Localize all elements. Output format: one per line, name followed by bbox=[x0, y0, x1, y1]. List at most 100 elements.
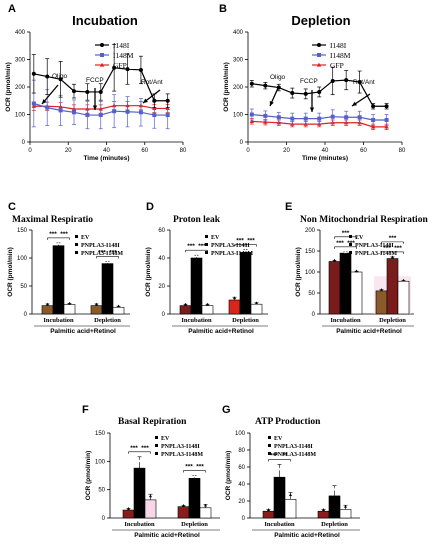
x-tick-label: 80 bbox=[180, 148, 187, 154]
data-point bbox=[330, 78, 335, 83]
chart-title: Incubation bbox=[72, 13, 138, 28]
legend-label: EV bbox=[355, 235, 364, 241]
y-tick-label: 40 bbox=[158, 256, 165, 262]
data-point bbox=[263, 119, 268, 124]
arrow-head bbox=[143, 98, 148, 103]
data-dot bbox=[138, 459, 141, 463]
legend-marker bbox=[75, 235, 78, 238]
legend-marker bbox=[75, 243, 78, 246]
y-tick-label: 40 bbox=[238, 482, 245, 488]
legend-marker bbox=[349, 235, 352, 238]
data-point bbox=[138, 67, 143, 72]
x-tick-label: 20 bbox=[283, 148, 290, 154]
category-label: Depletion bbox=[181, 521, 208, 528]
y-tick-label: 50 bbox=[98, 488, 105, 494]
data-dot bbox=[391, 255, 394, 259]
panel-label: A bbox=[8, 3, 16, 15]
panel-label: G bbox=[222, 404, 231, 416]
bar bbox=[199, 507, 212, 519]
data-point bbox=[31, 71, 36, 76]
bar bbox=[144, 499, 157, 519]
legend-label: I148M bbox=[330, 51, 351, 60]
bar bbox=[375, 290, 388, 315]
annotation-label: Oligo bbox=[52, 73, 68, 80]
y-axis-label: OCR (pmol/min) bbox=[7, 247, 14, 296]
legend-label: PNPLA3-I148M bbox=[211, 251, 253, 257]
data-point bbox=[303, 116, 308, 121]
data-dot bbox=[184, 302, 187, 306]
y-axis-label: OCR (pmol/min) bbox=[145, 247, 152, 296]
data-point bbox=[31, 101, 36, 106]
data-dot bbox=[233, 296, 236, 300]
legend-label: PNPLA3-I148M bbox=[81, 251, 123, 257]
data-point bbox=[98, 89, 103, 94]
data-dot bbox=[46, 302, 49, 306]
data-point bbox=[165, 98, 170, 103]
data-point bbox=[85, 113, 90, 118]
bar bbox=[262, 510, 275, 519]
category-label: Incubation bbox=[43, 317, 74, 324]
data-dot bbox=[149, 494, 152, 498]
data-dot bbox=[267, 508, 270, 511]
y-tick-label: 80 bbox=[238, 448, 245, 454]
legend-marker bbox=[205, 251, 208, 254]
significance-marker: *** bbox=[198, 243, 206, 250]
legend-marker bbox=[317, 43, 321, 47]
data-point bbox=[249, 81, 254, 86]
bar bbox=[90, 305, 103, 315]
data-point bbox=[263, 83, 268, 88]
data-dot bbox=[127, 507, 130, 510]
data-dot bbox=[289, 493, 292, 497]
legend-marker bbox=[317, 53, 321, 57]
y-tick-label: 60 bbox=[158, 228, 165, 234]
bar bbox=[228, 299, 241, 315]
y-tick-label: 50 bbox=[308, 291, 315, 297]
data-dot bbox=[204, 503, 207, 507]
bar bbox=[273, 476, 286, 519]
data-point bbox=[317, 89, 322, 94]
legend-marker bbox=[268, 444, 271, 447]
bar bbox=[179, 305, 192, 315]
data-dot bbox=[195, 254, 198, 258]
y-tick-label: 0 bbox=[242, 516, 246, 522]
significance-marker: *** bbox=[98, 249, 106, 256]
data-point bbox=[58, 108, 63, 113]
significance-marker: *** bbox=[347, 240, 355, 247]
y-tick-label: 150 bbox=[17, 228, 28, 234]
chart-title: Proton leak bbox=[173, 215, 221, 225]
legend-marker bbox=[75, 251, 78, 254]
x-tick-label: 80 bbox=[399, 148, 406, 154]
category-label: Incubation bbox=[124, 521, 155, 528]
panel-label: C bbox=[8, 201, 16, 213]
significance-marker: *** bbox=[130, 445, 138, 452]
data-point bbox=[125, 67, 130, 72]
y-axis-label: OCR (pmol/min) bbox=[5, 62, 12, 111]
bar bbox=[52, 245, 65, 315]
legend-label: EV bbox=[81, 235, 90, 241]
data-point bbox=[317, 116, 322, 121]
legend-label: GFP bbox=[330, 61, 344, 70]
data-point bbox=[276, 115, 281, 120]
y-tick-label: 200 bbox=[15, 85, 26, 91]
data-point bbox=[85, 89, 90, 94]
legend-marker bbox=[100, 43, 104, 47]
data-dot bbox=[344, 504, 347, 508]
legend-label: PNPLA3-I148M bbox=[161, 452, 203, 458]
y-tick-label: 300 bbox=[15, 58, 26, 64]
bar bbox=[112, 306, 125, 315]
annotation-label: Rot/Ant bbox=[141, 79, 163, 86]
data-point bbox=[344, 115, 349, 120]
significance-marker: *** bbox=[109, 249, 117, 256]
significance-marker: *** bbox=[342, 230, 350, 237]
chart-title: Non Mitochondrial Respiration bbox=[300, 215, 428, 225]
legend-label: PNPLA3-I148I bbox=[211, 243, 250, 249]
y-tick-label: 100 bbox=[17, 256, 28, 262]
legend-marker bbox=[205, 243, 208, 246]
data-point bbox=[303, 91, 308, 96]
bar bbox=[188, 478, 201, 519]
y-tick-label: 0 bbox=[312, 312, 316, 318]
x-axis-label: Palmitic acid+Retinol bbox=[134, 532, 200, 539]
legend-label: I148I bbox=[113, 41, 130, 50]
legend-marker bbox=[205, 235, 208, 238]
data-point bbox=[71, 110, 76, 115]
